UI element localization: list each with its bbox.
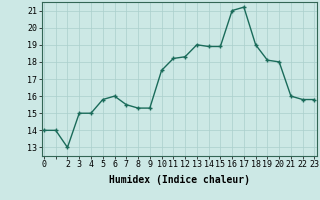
X-axis label: Humidex (Indice chaleur): Humidex (Indice chaleur)	[109, 175, 250, 185]
